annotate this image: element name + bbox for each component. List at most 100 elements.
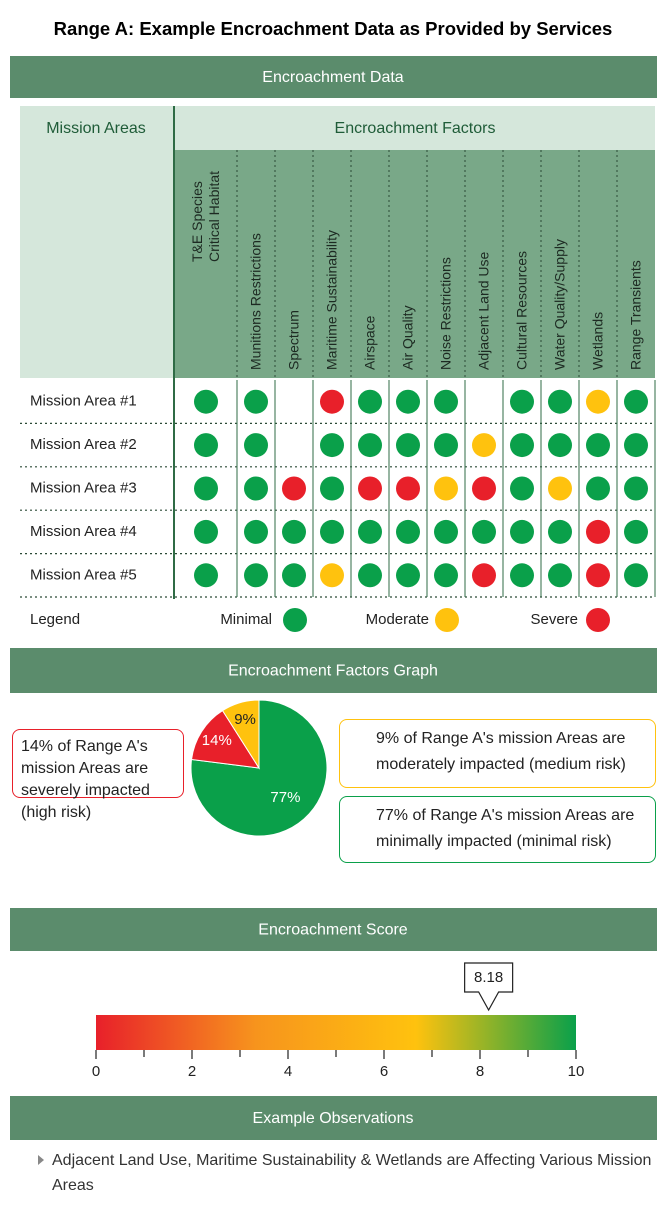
level-dot	[320, 476, 344, 501]
level-dot	[548, 519, 572, 544]
tick-label: 4	[284, 1063, 292, 1080]
pie-slice	[190, 699, 328, 837]
score-marker	[464, 962, 514, 1012]
level-dot	[586, 519, 610, 544]
factor-header: Adjacent Land Use	[475, 251, 492, 370]
section-header-text: Encroachment Score	[258, 922, 408, 939]
callout: 14% of Range A's mission Areas are sever…	[12, 729, 184, 821]
tick-label: 2	[188, 1063, 196, 1080]
level-dot	[358, 563, 382, 588]
level-dot	[396, 563, 420, 588]
level-dot	[244, 476, 268, 501]
pie-slice	[221, 699, 260, 770]
level-dot	[586, 476, 610, 501]
factor-header: Noise Restrictions	[437, 257, 454, 370]
level-dot	[396, 476, 420, 501]
level-dot	[472, 433, 496, 458]
level-dot	[320, 519, 344, 544]
factor-header: Airspace	[361, 315, 378, 370]
level-dot	[624, 519, 648, 544]
legend-label: Legend	[30, 611, 80, 628]
level-dot	[396, 433, 420, 458]
factor-header: Spectrum	[285, 310, 302, 370]
legend-swatch	[283, 608, 307, 632]
level-dot	[396, 389, 420, 414]
level-dot	[472, 476, 496, 501]
page-title: Range A: Example Encroachment Data as Pr…	[54, 18, 613, 39]
column-heading: Encroachment Factors	[335, 120, 496, 137]
level-dot	[244, 519, 268, 544]
section-header	[10, 908, 657, 951]
level-dot	[434, 519, 458, 544]
section-header	[10, 56, 657, 98]
level-dot	[244, 433, 268, 458]
legend-item: Severe	[530, 611, 578, 628]
tick-label: 8	[476, 1063, 484, 1080]
level-dot	[586, 389, 610, 414]
column-heading-cell	[175, 106, 655, 150]
observation: Adjacent Land Use, Maritime Sustainabili…	[52, 1152, 652, 1194]
section-header-text: Encroachment Data	[262, 69, 404, 86]
section-header-text: Example Observations	[253, 1110, 414, 1127]
factor-header: Wetlands	[589, 311, 606, 370]
level-dot	[510, 389, 534, 414]
level-dot	[548, 563, 572, 588]
row-label: Mission Area #2	[30, 436, 137, 453]
section-header-text: Encroachment Factors Graph	[228, 663, 438, 680]
level-dot	[624, 389, 648, 414]
level-dot	[358, 476, 382, 501]
bullet	[38, 1155, 44, 1165]
level-dot	[434, 433, 458, 458]
level-dot	[510, 563, 534, 588]
section-header	[10, 1096, 657, 1140]
level-dot	[244, 563, 268, 588]
tick-label: 10	[568, 1063, 585, 1080]
level-dot	[282, 563, 306, 588]
level-dot	[434, 563, 458, 588]
tick-label: 6	[380, 1063, 388, 1080]
level-dot	[510, 519, 534, 544]
pie-label: 14%	[202, 732, 232, 749]
factor-header: Maritime Sustainability	[323, 229, 340, 370]
score-bar	[96, 1015, 576, 1050]
factor-header-band	[175, 150, 655, 378]
level-dot	[320, 563, 344, 588]
legend-swatch	[435, 608, 459, 632]
level-dot	[358, 433, 382, 458]
level-dot	[548, 476, 572, 501]
level-dot	[194, 519, 218, 544]
section-header	[10, 648, 657, 693]
row-label: Mission Area #1	[30, 393, 137, 410]
level-dot	[510, 433, 534, 458]
factor-header: Water Quality/Supply	[551, 239, 568, 370]
factor-header: T&E Species Critical Habitat	[189, 170, 222, 262]
level-dot	[434, 476, 458, 501]
level-dot	[548, 389, 572, 414]
level-dot	[320, 389, 344, 414]
level-dot	[282, 476, 306, 501]
legend-item: Moderate	[366, 611, 429, 628]
legend-item: Minimal	[220, 611, 272, 628]
level-dot	[624, 476, 648, 501]
level-dot	[586, 433, 610, 458]
level-dot	[244, 389, 268, 414]
tick-label: 0	[92, 1063, 100, 1080]
pie-label: 9%	[234, 711, 256, 728]
factor-header: Cultural Resources	[513, 250, 530, 370]
level-dot	[624, 563, 648, 588]
level-dot	[510, 476, 534, 501]
level-dot	[472, 519, 496, 544]
row-label: Mission Area #4	[30, 523, 137, 540]
level-dot	[434, 389, 458, 414]
row-heading-cell	[20, 106, 173, 378]
callout: 9% of Range A's mission Areas are modera…	[339, 719, 656, 788]
level-dot	[586, 563, 610, 588]
row-label: Mission Area #3	[30, 479, 137, 496]
level-dot	[194, 476, 218, 501]
legend-swatch	[586, 608, 610, 632]
factor-header: Air Quality	[399, 305, 416, 370]
level-dot	[320, 433, 344, 458]
score-value: 8.18	[474, 969, 503, 986]
